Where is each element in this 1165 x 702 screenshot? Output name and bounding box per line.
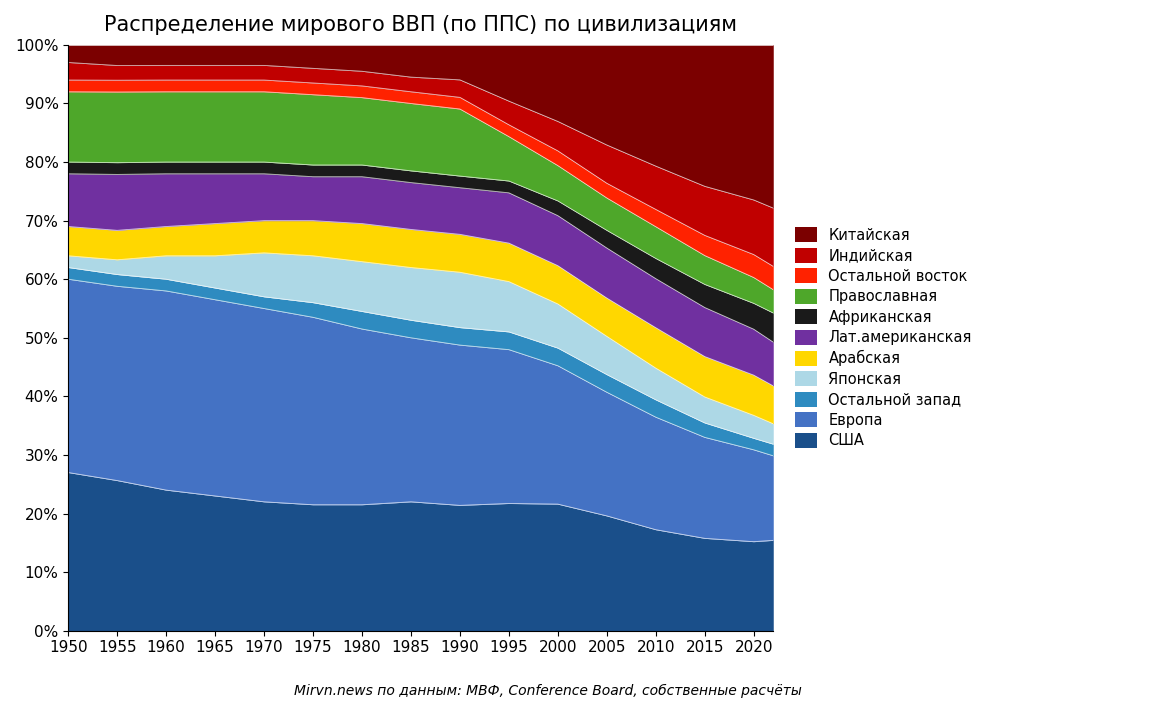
Legend: Китайская, Индийская, Остальной восток, Православная, Африканская, Лат.американс: Китайская, Индийская, Остальной восток, … [788,220,979,456]
Title: Распределение мирового ВВП (по ППС) по цивилизациям: Распределение мирового ВВП (по ППС) по ц… [104,15,737,35]
Text: Mirvn.news по данным: МВФ, Conference Board, собственные расчёты: Mirvn.news по данным: МВФ, Conference Bo… [294,684,802,698]
